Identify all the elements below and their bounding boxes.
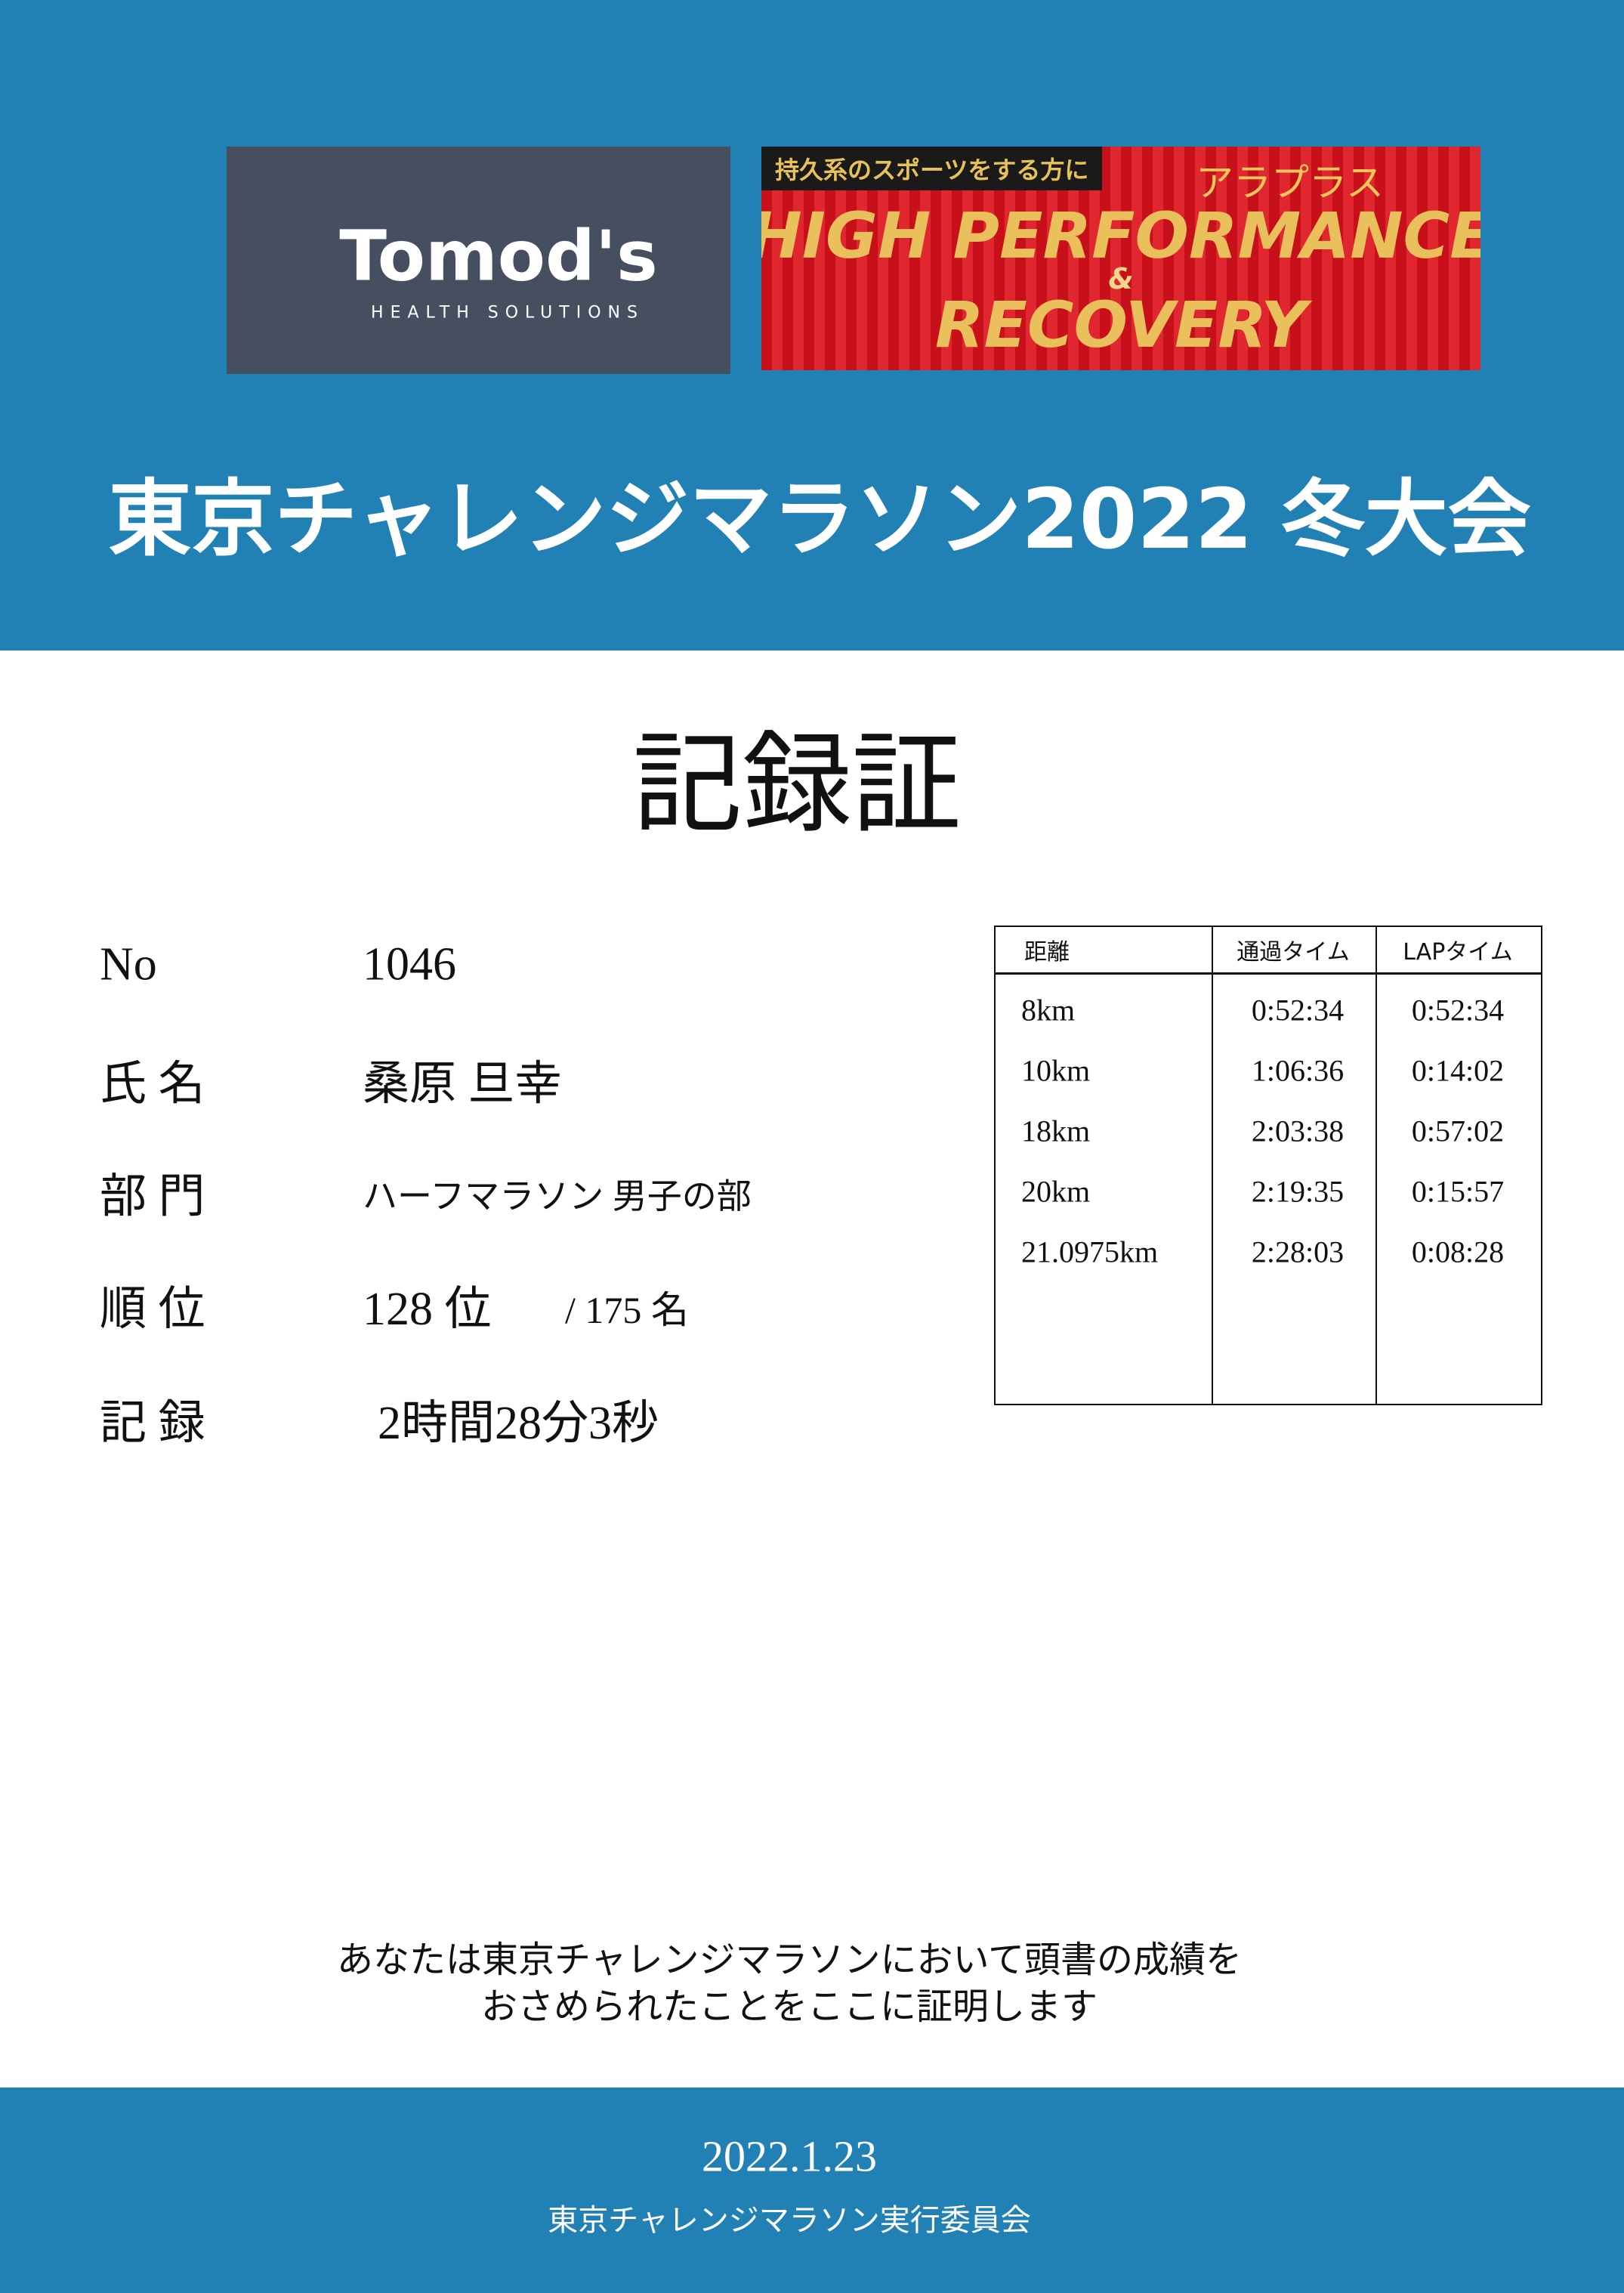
amp: & (1108, 262, 1134, 295)
field-value: ハーフマラソン 男子の部 (363, 1177, 752, 1216)
col-rule (1375, 927, 1377, 1404)
table-cell: 18km (1021, 1114, 1091, 1148)
title: 東京チャレンジマラソン2022 冬大会 (108, 471, 1531, 567)
table-cell: 0:57:02 (1411, 1114, 1505, 1148)
table-header: 通過タイム (1237, 939, 1350, 966)
footer-band (0, 2087, 1624, 2293)
field-label: No (100, 938, 157, 990)
date: 2022.1.23 (702, 2131, 877, 2181)
table-cell: 8km (1021, 993, 1076, 1028)
table-cell: 2:19:35 (1251, 1174, 1345, 1209)
field-value: 1046 (363, 938, 456, 990)
table-cell: 0:14:02 (1411, 1053, 1505, 1088)
field-label: 氏 名 (100, 1058, 205, 1110)
table-cell: 20km (1021, 1174, 1091, 1209)
table-cell: 0:15:57 (1411, 1174, 1505, 1209)
table-cell: 0:08:28 (1411, 1235, 1505, 1269)
brand: Tomod's (339, 215, 658, 297)
field-label: 記 録 (100, 1398, 205, 1449)
heading: 記録証 (632, 725, 962, 846)
line2: RECOVERY (934, 288, 1308, 362)
kicker: 持久系のスポーツをする方に (761, 147, 1103, 190)
field-value: 桑原 旦幸 (363, 1058, 562, 1110)
field-extra: / 175 名 (565, 1289, 689, 1331)
organizer: 東京チャレンジマラソン実行委員会 (548, 2203, 1031, 2237)
table-cell: 2:03:38 (1251, 1114, 1345, 1148)
tagline: HEALTH SOLUTIONS (371, 303, 644, 323)
table-cell: 0:52:34 (1411, 993, 1505, 1028)
table-cell: 2:28:03 (1251, 1235, 1345, 1269)
field-label: 部 門 (100, 1171, 205, 1222)
header-rule (996, 972, 1541, 975)
field-value: 2時間28分3秒 (378, 1398, 659, 1449)
logo-left: Tomod's HEALTH SOLUTIONS (227, 147, 730, 374)
table-cell: 1:06:36 (1251, 1053, 1345, 1088)
statement: あなたは東京チャレンジマラソンにおいて頭書の成績を (336, 1940, 1243, 1980)
line1: HIGH PERFORMANCE (761, 199, 1480, 273)
field-label: 順 位 (100, 1284, 205, 1335)
split-table: 距離 通過タイム LAPタイム 8km 0:52:34 0:52:34 10km 1:06:3… (994, 926, 1542, 1405)
product: アラプラス (1196, 162, 1384, 204)
table-cell: 10km (1021, 1053, 1091, 1088)
col-rule (1212, 927, 1213, 1404)
statement: おさめられたことをここに証明します (480, 1987, 1098, 2027)
field-value: 128 位 (363, 1284, 492, 1335)
table-header: LAPタイム (1403, 939, 1513, 966)
table-cell: 0:52:34 (1251, 993, 1345, 1028)
table-cell: 21.0975km (1021, 1235, 1159, 1269)
table-header: 距離 (1024, 939, 1070, 966)
logo-right: 持久系のスポーツをする方に アラプラス HIGH PERFORMANCE & R… (761, 147, 1480, 370)
